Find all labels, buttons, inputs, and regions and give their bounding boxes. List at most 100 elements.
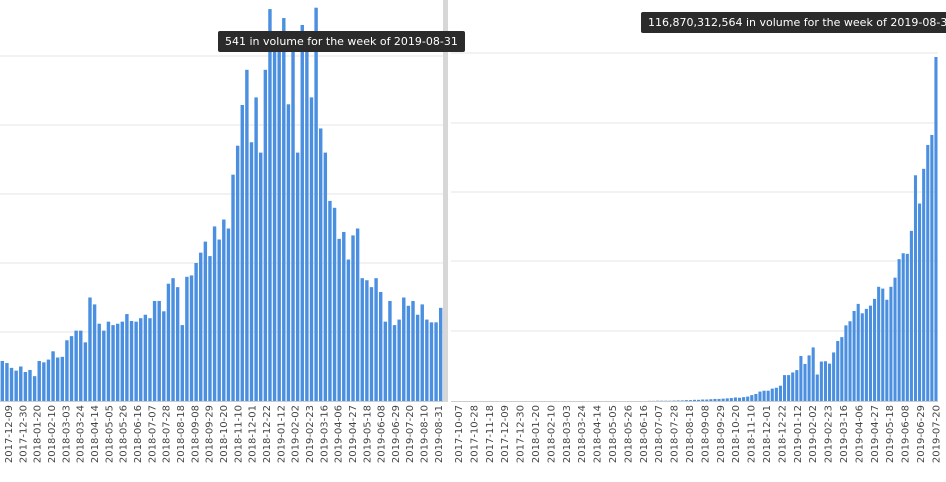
left-bar <box>144 315 147 401</box>
right-bar <box>853 311 856 401</box>
left-bar <box>365 280 368 401</box>
left-bar <box>227 229 230 402</box>
right-tick-label: 2018-06-16 <box>639 405 650 463</box>
left-tick-label: 2018-12-22 <box>262 405 273 463</box>
right-bar <box>865 309 868 401</box>
left-tick-label: 2019-04-06 <box>334 405 345 463</box>
right-bar <box>812 347 815 401</box>
left-tick-label: 2018-08-18 <box>176 405 187 463</box>
left-bar <box>47 360 50 401</box>
right-bar <box>763 391 766 401</box>
right-bar <box>775 388 778 401</box>
left-bar <box>102 331 105 401</box>
left-bar <box>116 324 119 401</box>
left-bar <box>107 322 110 401</box>
left-tick-label: 2019-02-23 <box>305 405 316 463</box>
left-bar <box>38 361 41 401</box>
right-tick-label: 2019-01-12 <box>793 405 804 463</box>
right-bar <box>914 175 917 401</box>
right-bar <box>910 231 913 401</box>
left-bar <box>14 371 17 401</box>
right-tick-label: 2019-03-16 <box>839 405 850 463</box>
left-bar <box>10 368 13 401</box>
left-bar <box>61 357 64 401</box>
right-bar <box>820 362 823 401</box>
left-bar <box>130 321 133 401</box>
left-tick-label: 2019-02-02 <box>291 405 302 463</box>
left-bar <box>421 304 424 401</box>
left-bar <box>199 253 202 401</box>
left-bar <box>157 301 160 401</box>
right-tick-label: 2018-02-10 <box>546 405 557 463</box>
right-bar <box>848 321 851 401</box>
left-bar <box>388 301 391 401</box>
left-tick-label: 2018-09-08 <box>190 405 201 463</box>
right-bar <box>681 400 684 401</box>
right-bar <box>758 392 761 401</box>
right-bar <box>722 399 725 401</box>
left-bar <box>1 361 4 401</box>
left-chart-tooltip: 541 in volume for the week of 2019-08-31 <box>218 31 465 52</box>
left-bar <box>393 325 396 401</box>
left-tick-label: 2018-02-10 <box>47 405 58 463</box>
right-bar <box>718 399 721 401</box>
left-bar <box>402 298 405 402</box>
left-bar <box>333 208 336 401</box>
right-bar <box>726 398 729 401</box>
left-bar <box>74 331 77 401</box>
right-tick-label: 2019-06-08 <box>901 405 912 463</box>
right-chart-tooltip: 116,870,312,564 in volume for the week o… <box>641 12 946 33</box>
left-bar <box>337 239 340 401</box>
right-bar <box>893 278 896 401</box>
left-bar <box>268 9 271 401</box>
left-tick-label: 2018-06-16 <box>133 405 144 463</box>
right-bar <box>906 254 909 401</box>
right-bar <box>869 306 872 401</box>
right-bar <box>808 355 811 401</box>
right-bar <box>799 356 802 401</box>
left-bar <box>384 322 387 401</box>
left-bar <box>236 146 239 401</box>
right-bar <box>771 389 774 401</box>
left-bar <box>194 263 197 401</box>
right-tick-label: 2017-10-28 <box>469 405 480 463</box>
left-bar <box>134 322 137 401</box>
left-bar <box>411 301 414 401</box>
left-bar <box>347 260 350 401</box>
right-bar <box>857 304 860 401</box>
left-bar <box>291 35 294 401</box>
left-bar <box>70 336 73 401</box>
right-tick-label: 2019-04-27 <box>870 405 881 463</box>
left-bar <box>305 49 308 401</box>
left-bar <box>241 105 244 401</box>
right-tick-label: 2018-09-08 <box>700 405 711 463</box>
right-tick-label: 2017-12-30 <box>516 405 527 463</box>
left-bar <box>319 128 322 401</box>
left-bar <box>361 278 364 401</box>
right-bar <box>926 145 929 401</box>
left-bar <box>185 277 188 401</box>
panel-divider[interactable] <box>443 0 448 402</box>
left-bar <box>42 362 45 401</box>
right-bar <box>803 364 806 401</box>
left-bar <box>287 104 290 401</box>
left-bar <box>370 287 373 401</box>
left-bar <box>245 70 248 401</box>
left-bar <box>379 292 382 401</box>
left-tick-label: 2018-05-05 <box>104 405 115 463</box>
left-bar <box>19 367 22 402</box>
left-bar <box>254 97 257 401</box>
left-tick-label: 2019-06-08 <box>377 405 388 463</box>
right-bar <box>898 259 901 401</box>
right-tick-label: 2018-04-14 <box>593 405 604 463</box>
left-bar <box>33 376 36 401</box>
left-bar <box>222 220 225 401</box>
right-tick-label: 2018-05-05 <box>608 405 619 463</box>
right-tick-label: 2018-10-20 <box>731 405 742 463</box>
right-tick-label: 2019-05-18 <box>885 405 896 463</box>
left-bar <box>397 320 400 401</box>
left-bar <box>125 314 128 401</box>
right-bar <box>902 253 905 401</box>
left-bar <box>153 301 156 401</box>
